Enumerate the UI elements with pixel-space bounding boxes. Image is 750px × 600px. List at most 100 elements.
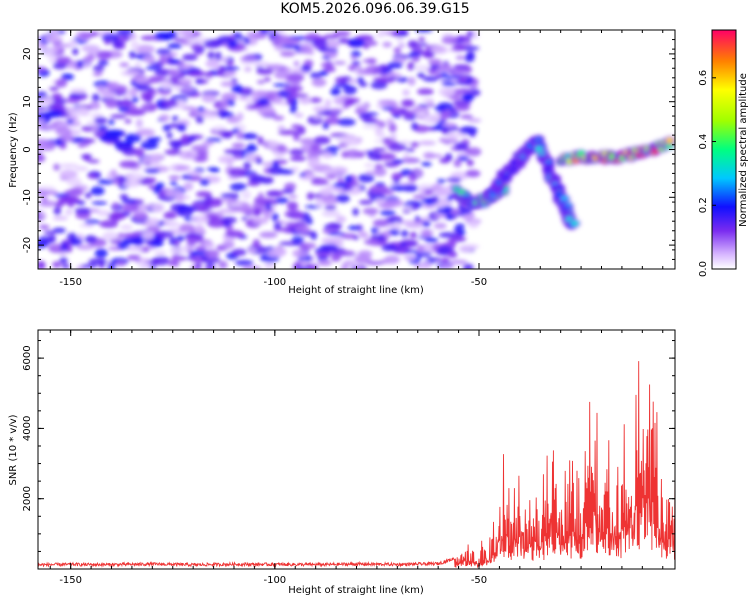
top-x-axis-label: Height of straight line (km) [288, 285, 424, 296]
noise-blob [354, 255, 372, 264]
noise-blob [54, 44, 61, 53]
noise-blob [333, 61, 347, 65]
noise-blob [415, 251, 432, 257]
y-tick-label: 0 [22, 146, 33, 152]
noise-blob [76, 244, 94, 251]
noise-blob [262, 111, 277, 116]
noise-blob [129, 50, 136, 59]
noise-blob [414, 170, 424, 176]
noise-blob [84, 235, 98, 244]
noise-blob [412, 194, 427, 199]
noise-blob [320, 243, 338, 252]
noise-blob [119, 62, 130, 68]
noise-blob [343, 85, 357, 95]
noise-blob [241, 190, 252, 200]
noise-blob [197, 106, 205, 112]
noise-blob [194, 51, 204, 55]
noise-blob [168, 58, 181, 64]
trace-core [665, 137, 674, 144]
noise-blob [352, 235, 360, 240]
noise-blob [402, 205, 413, 211]
noise-blob [426, 257, 438, 262]
noise-blob [460, 114, 474, 120]
noise-blob [324, 117, 341, 125]
noise-blob [345, 149, 361, 159]
noise-blob [447, 131, 456, 139]
noise-blob [454, 142, 469, 150]
noise-blob [203, 249, 220, 259]
noise-blob [167, 68, 180, 77]
noise-blob [133, 211, 148, 221]
noise-blob [182, 53, 198, 61]
noise-blob [60, 242, 68, 252]
noise-blob [411, 55, 420, 63]
noise-blob [330, 166, 348, 175]
noise-blob [409, 231, 418, 239]
colorbar-tick-label: 0.6 [698, 70, 709, 86]
noise-blob [171, 141, 182, 150]
noise-blob [233, 154, 243, 160]
noise-blob [421, 261, 432, 269]
noise-blob [175, 196, 185, 202]
noise-blob [147, 136, 162, 142]
snr-series-line [38, 361, 675, 569]
noise-blob [374, 167, 387, 177]
noise-blobs [38, 30, 482, 269]
trace-4 [554, 136, 675, 167]
noise-blob [191, 144, 209, 152]
noise-blob [246, 181, 261, 187]
noise-blob [309, 72, 323, 79]
noise-blob [84, 219, 101, 224]
noise-blob [432, 214, 450, 218]
noise-blob [220, 99, 229, 109]
noise-blob [48, 234, 56, 243]
noise-blob [362, 207, 379, 215]
noise-blob [69, 39, 78, 47]
noise-blob [112, 39, 124, 49]
noise-blob [55, 56, 72, 65]
noise-blob [403, 249, 421, 254]
noise-blob [253, 61, 271, 67]
noise-blob [186, 37, 204, 44]
noise-blob [201, 257, 221, 264]
noise-blob [84, 138, 96, 143]
noise-blob [416, 111, 427, 117]
noise-blob [440, 139, 459, 144]
noise-blob [107, 212, 126, 221]
noise-blob [350, 50, 361, 58]
noise-blob [134, 77, 150, 83]
noise-blob [268, 63, 284, 69]
noise-blob [222, 240, 235, 250]
noise-blob [111, 202, 120, 210]
noise-blob [122, 236, 141, 245]
noise-blob [145, 217, 161, 227]
noise-blob [312, 114, 322, 119]
colorbar-gradient [711, 29, 737, 270]
noise-blob [186, 239, 196, 247]
noise-blob [267, 141, 281, 148]
noise-blob [245, 152, 256, 162]
noise-blob [52, 216, 69, 221]
noise-blob [209, 168, 220, 173]
noise-blob [38, 106, 49, 111]
noise-blob [244, 66, 252, 72]
noise-blob [453, 158, 462, 168]
noise-blob [55, 127, 72, 136]
noise-blob [264, 262, 276, 269]
noise-blob [285, 72, 305, 83]
noise-blob [90, 186, 105, 196]
noise-blob [48, 102, 65, 110]
noise-blob [400, 229, 409, 238]
noise-blob [141, 154, 161, 164]
noise-blob [400, 108, 407, 115]
noise-blob [179, 223, 195, 233]
noise-blob [401, 220, 416, 226]
noise-blob [231, 143, 246, 148]
noise-blob [440, 257, 450, 264]
noise-blob [350, 55, 357, 60]
noise-blob [323, 200, 333, 205]
noise-blob [337, 118, 356, 126]
noise-blob [231, 84, 243, 94]
noise-blob [388, 76, 398, 81]
noise-blob [40, 47, 58, 55]
